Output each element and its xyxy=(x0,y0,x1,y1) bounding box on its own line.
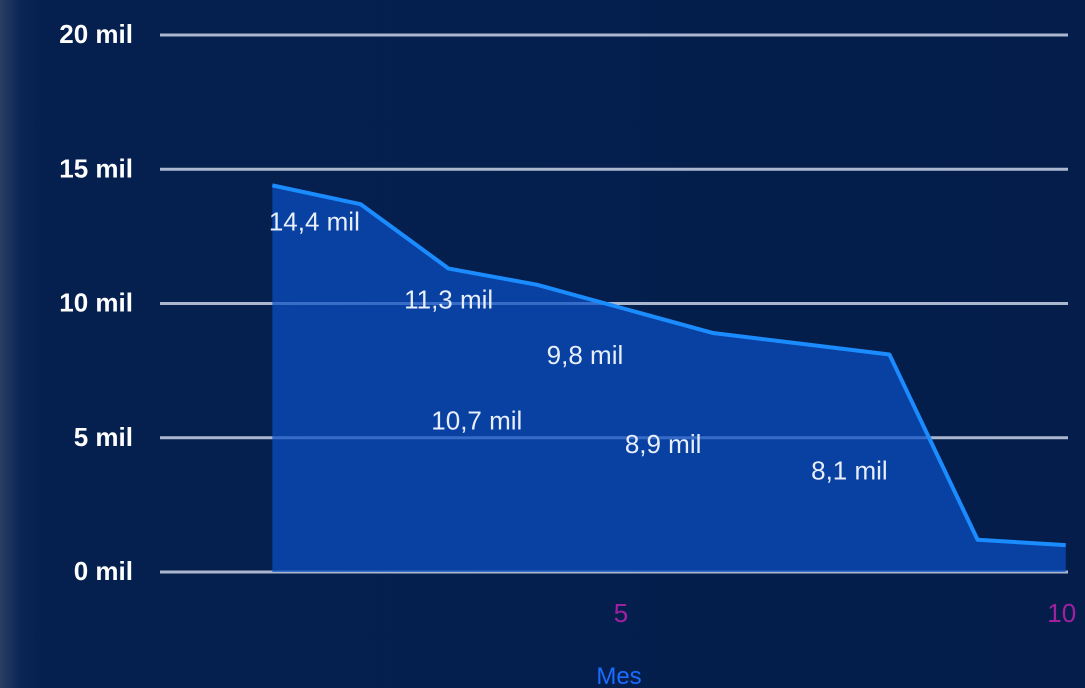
data-label-1: 14,4 mil xyxy=(269,206,360,236)
y-tick-label-5: 5 mil xyxy=(74,422,133,452)
series-line xyxy=(271,183,1066,548)
y-tick-label-15: 15 mil xyxy=(59,153,133,183)
area-fill xyxy=(272,185,1066,573)
data-label-3: 11,3 mil xyxy=(404,285,493,315)
data-label-5: 9,8 mil xyxy=(547,340,624,370)
x-tick-label-5: 5 xyxy=(614,598,628,628)
y-tick-label-20: 20 mil xyxy=(59,19,133,49)
x-tick-label-10: 10 xyxy=(1047,598,1076,628)
y-tick-label-10: 10 mil xyxy=(59,288,133,318)
data-label-8: 8,1 mil xyxy=(811,456,888,486)
data-label-4: 10,7 mil xyxy=(431,406,522,436)
y-tick-label-0: 0 mil xyxy=(74,556,133,586)
data-label-6: 8,9 mil xyxy=(625,429,702,459)
x-axis-label: Mes xyxy=(596,663,641,688)
